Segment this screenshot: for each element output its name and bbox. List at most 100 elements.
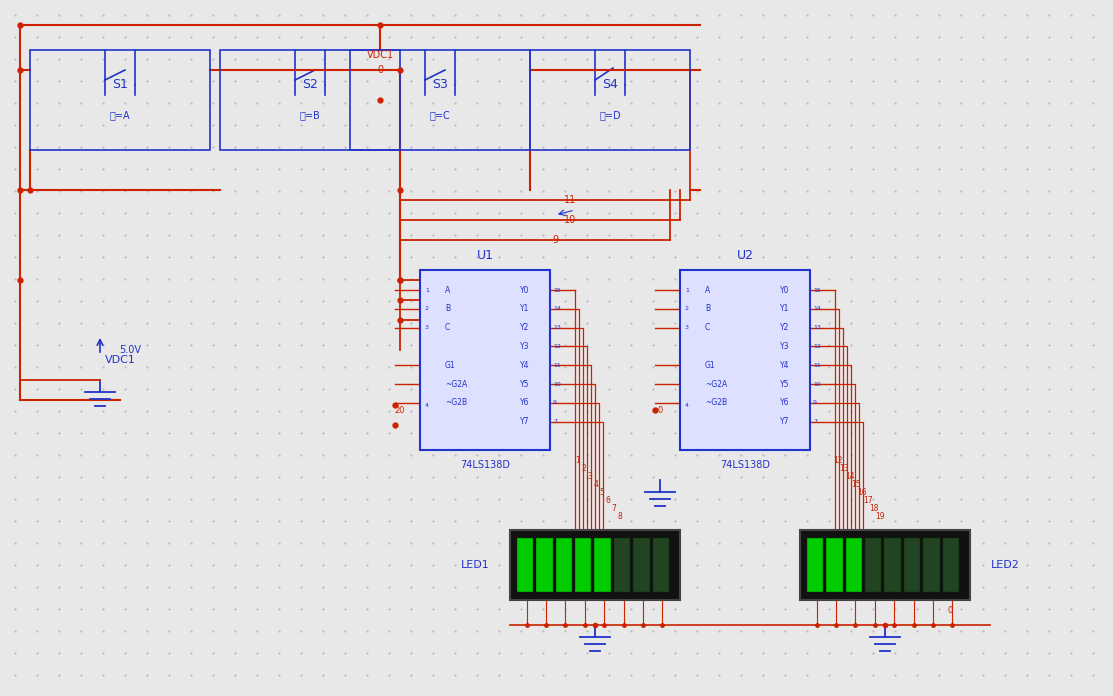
Text: Y0: Y0: [520, 285, 530, 294]
Bar: [614, 538, 630, 592]
Text: 2: 2: [684, 306, 689, 311]
Text: ~G2B: ~G2B: [445, 398, 467, 407]
Text: Y1: Y1: [520, 304, 530, 313]
Text: 7: 7: [553, 419, 556, 425]
Text: 14: 14: [553, 306, 561, 311]
Text: 12: 12: [812, 344, 821, 349]
Text: 14: 14: [812, 306, 821, 311]
Text: 3: 3: [425, 325, 429, 330]
Text: 键=B: 键=B: [299, 110, 321, 120]
Text: Y4: Y4: [520, 361, 530, 370]
Text: 15: 15: [812, 287, 820, 292]
Text: 键=A: 键=A: [110, 110, 130, 120]
Bar: [594, 538, 611, 592]
Text: 13: 13: [839, 464, 849, 473]
Text: 13: 13: [553, 325, 561, 330]
Text: Y0: Y0: [780, 285, 789, 294]
Text: 74LS138D: 74LS138D: [720, 460, 770, 470]
Text: Y2: Y2: [520, 323, 530, 332]
Text: Y4: Y4: [780, 361, 789, 370]
Text: 11: 11: [564, 195, 577, 205]
Text: 4: 4: [593, 480, 599, 489]
Bar: [800, 530, 971, 600]
Bar: [652, 538, 669, 592]
Bar: [536, 538, 553, 592]
Text: Y7: Y7: [520, 418, 530, 426]
Text: 4: 4: [425, 402, 429, 407]
Text: 9: 9: [552, 235, 558, 245]
Text: 3: 3: [684, 325, 689, 330]
Text: LED1: LED1: [461, 560, 490, 570]
Bar: [885, 538, 900, 592]
Text: 16: 16: [857, 487, 867, 496]
Text: 74LS138D: 74LS138D: [460, 460, 510, 470]
Text: 19: 19: [875, 512, 885, 521]
Text: U1: U1: [476, 248, 493, 262]
Bar: [633, 538, 650, 592]
Text: 5: 5: [600, 487, 604, 496]
Bar: [518, 538, 533, 592]
Text: 15: 15: [553, 287, 561, 292]
Text: Y3: Y3: [780, 342, 789, 351]
Text: 键=D: 键=D: [599, 110, 621, 120]
Text: Y7: Y7: [780, 418, 789, 426]
Text: Y6: Y6: [780, 398, 789, 407]
Text: 键=C: 键=C: [430, 110, 451, 120]
Text: 14: 14: [845, 471, 855, 480]
Bar: [420, 270, 550, 450]
Text: VDC1: VDC1: [105, 355, 136, 365]
Bar: [30, 50, 210, 150]
Text: S2: S2: [302, 79, 318, 91]
Text: 11: 11: [553, 363, 561, 367]
Text: 13: 13: [812, 325, 821, 330]
Text: 7: 7: [611, 503, 617, 512]
Bar: [220, 50, 400, 150]
Text: 9: 9: [553, 400, 556, 406]
Text: 15: 15: [851, 480, 860, 489]
Bar: [555, 538, 572, 592]
Text: Y1: Y1: [780, 304, 789, 313]
Text: B: B: [705, 304, 710, 313]
Text: B: B: [445, 304, 450, 313]
Text: 10: 10: [553, 381, 561, 386]
Bar: [349, 50, 530, 150]
Text: 1: 1: [425, 287, 429, 292]
Text: 0: 0: [658, 406, 662, 415]
Text: G1: G1: [705, 361, 716, 370]
Text: LED2: LED2: [991, 560, 1020, 570]
Text: C: C: [705, 323, 710, 332]
Bar: [807, 538, 824, 592]
Text: 11: 11: [812, 363, 820, 367]
Text: 2: 2: [582, 464, 587, 473]
Text: G1: G1: [445, 361, 455, 370]
Text: S3: S3: [432, 79, 447, 91]
Text: 17: 17: [864, 496, 873, 505]
Text: C: C: [445, 323, 451, 332]
Text: 1: 1: [575, 455, 580, 464]
Text: 20: 20: [395, 406, 405, 415]
Text: Y5: Y5: [520, 379, 530, 388]
Text: 0: 0: [947, 606, 953, 615]
Text: 4: 4: [684, 402, 689, 407]
Text: S4: S4: [602, 79, 618, 91]
Text: A: A: [445, 285, 451, 294]
Bar: [904, 538, 920, 592]
Bar: [943, 538, 959, 592]
Text: 12: 12: [834, 455, 843, 464]
Text: 10: 10: [564, 215, 577, 225]
Text: 0: 0: [377, 65, 383, 75]
Text: ~G2A: ~G2A: [705, 379, 727, 388]
Text: Y2: Y2: [780, 323, 789, 332]
Bar: [575, 538, 591, 592]
Text: 10: 10: [812, 381, 820, 386]
Bar: [846, 538, 863, 592]
Text: Y3: Y3: [520, 342, 530, 351]
Text: 12: 12: [553, 344, 561, 349]
Text: Y6: Y6: [520, 398, 530, 407]
Bar: [510, 530, 680, 600]
Text: ~G2B: ~G2B: [705, 398, 727, 407]
Text: 3: 3: [588, 471, 592, 480]
Text: 1: 1: [684, 287, 689, 292]
Text: ~G2A: ~G2A: [445, 379, 467, 388]
Text: 9: 9: [812, 400, 817, 406]
